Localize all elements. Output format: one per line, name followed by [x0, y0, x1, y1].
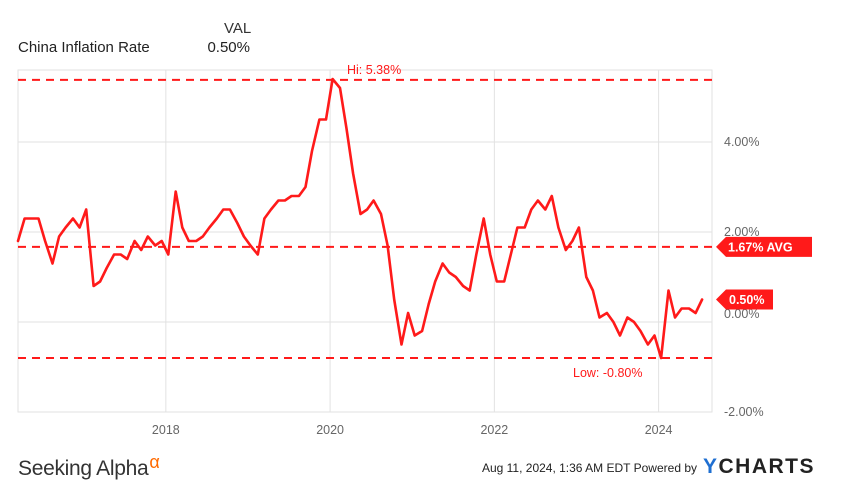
brand-text: Seeking Alpha: [18, 457, 149, 480]
x-tick-label: 2020: [316, 423, 344, 437]
seeking-alpha-logo[interactable]: Seeking Alphaα: [18, 452, 160, 481]
legend-series-name: China Inflation Rate: [18, 39, 150, 56]
y-tick-label: 2.00%: [724, 225, 759, 239]
last-value-label: 0.50%: [729, 293, 764, 307]
x-tick-label: 2018: [152, 423, 180, 437]
last-value-flag: [716, 289, 773, 310]
legend-header: VAL: [224, 20, 252, 37]
hi-label: Hi: 5.38%: [347, 63, 401, 77]
x-tick-label: 2022: [480, 423, 508, 437]
plot-frame: [17, 69, 713, 413]
legend-series-value: 0.50%: [207, 39, 250, 56]
y-tick-label: 0.00%: [724, 307, 759, 321]
timestamp: Aug 11, 2024, 1:36 AM EDT: [481, 461, 631, 475]
series-layer: [16, 77, 704, 360]
avg-flag: [716, 236, 812, 257]
ycharts-logo[interactable]: YCHARTS: [703, 455, 815, 479]
x-tick-label: 2024: [645, 423, 673, 437]
low-label: Low: -0.80%: [573, 366, 642, 380]
grid-layer: [17, 69, 713, 413]
reference-lines: [18, 78, 712, 359]
ycharts-logo-text: CHARTS: [718, 455, 816, 478]
series-line: [16, 77, 704, 360]
y-tick-label: 4.00%: [724, 135, 759, 149]
footer-meta: Aug 11, 2024, 1:36 AM EDT Powered by: [482, 461, 697, 475]
alpha-mark-icon: α: [149, 452, 160, 472]
powered-by-text: Powered by: [633, 461, 697, 475]
label-layer: 4.00% 2.00% 0.00% -2.00% 2018 2020 2022 2024 Hi:…: [152, 63, 812, 437]
y-tick-label: -2.00%: [724, 405, 764, 419]
avg-flag-label: 1.67% AVG: [728, 240, 793, 254]
ycharts-y-mark-icon: Y: [703, 455, 719, 478]
